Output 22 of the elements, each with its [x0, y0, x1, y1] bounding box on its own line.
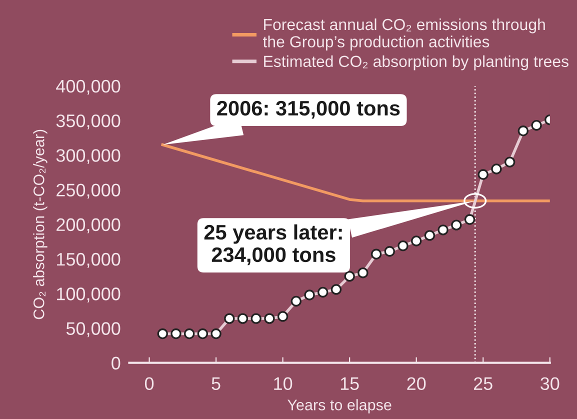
y-tick-label: 250,000 [56, 184, 120, 199]
x-tick-label: 20 [407, 377, 426, 390]
x-tick-label: 0 [144, 377, 154, 390]
y-tick-label: 200,000 [56, 218, 120, 234]
annotation: 25 years later: 234,000 tons [204, 224, 342, 266]
annotation: 2006: 315,000 tons [217, 100, 400, 119]
y-tick-label: 50,000 [66, 322, 120, 338]
y-tick-label: 400,000 [56, 80, 120, 95]
y-tick-label: 150,000 [57, 252, 120, 268]
y-tick-label: 350,000 [56, 114, 120, 130]
x-tick-label: 25 [474, 377, 492, 390]
legend-label: Estimated CO₂ absorption by planting trees [264, 55, 568, 70]
y-tick-label: 0 [112, 356, 120, 370]
legend-label: Forecast annual CO₂ emissions through the Group’s production activities [262, 18, 545, 51]
y-axis-title: CO₂ absorption (t-CO₂/year) [33, 130, 48, 320]
x-tick-label: 5 [212, 377, 220, 390]
x-tick-label: 15 [340, 377, 359, 390]
x-axis-title: Years to elapse [288, 399, 392, 414]
x-tick-label: 10 [274, 377, 292, 390]
y-tick-label: 300,000 [56, 149, 120, 164]
y-tick-label: 100,000 [57, 288, 120, 302]
x-tick-label: 30 [540, 377, 560, 390]
